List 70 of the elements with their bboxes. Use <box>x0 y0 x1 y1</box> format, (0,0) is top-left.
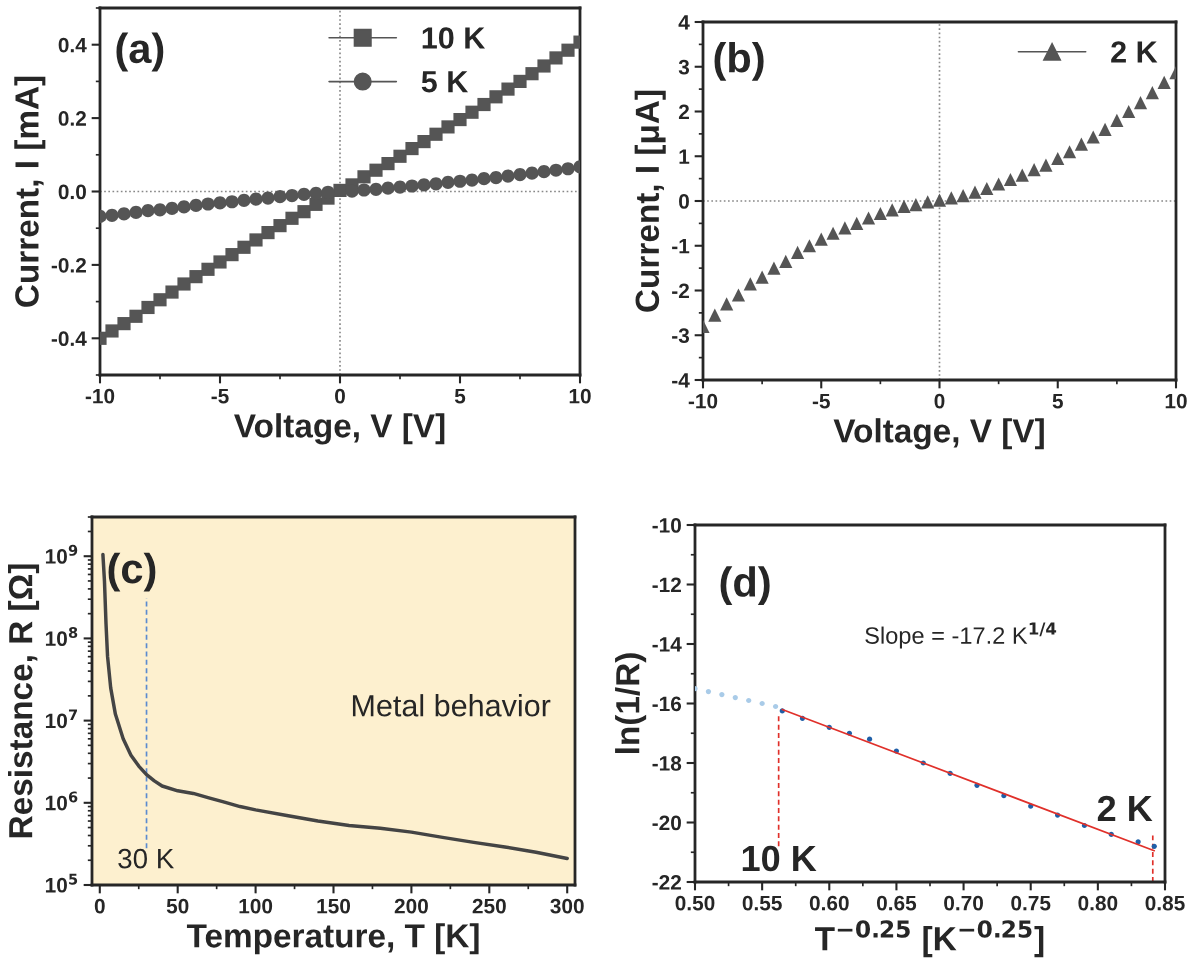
x-tick-label: 10 <box>569 388 591 404</box>
x-tick-label: 5 <box>454 388 466 404</box>
ref-line-label: 2 K <box>1097 795 1153 821</box>
y-tick-label: -10 <box>652 518 681 533</box>
y-tick-label: 10$^{5}$ <box>45 873 78 893</box>
y-tick-label: -14 <box>652 637 682 652</box>
y-tick-label: -18 <box>652 756 682 771</box>
y-axis-title: Resistance, R [Ω] <box>8 564 40 838</box>
x-tick-label: 0 <box>934 393 945 409</box>
x-tick-label: -10 <box>85 388 115 404</box>
x-tick-label: 0.85 <box>1145 895 1185 911</box>
y-tick-label: 2 <box>678 104 689 120</box>
y-axis-title: ln(1/R) <box>615 653 647 754</box>
x-axis-title: Voltage, V [V] <box>234 413 445 445</box>
x-tick-label: 250 <box>472 898 506 914</box>
x-tick-label: 200 <box>394 898 428 914</box>
y-tick-label: 3 <box>678 59 690 75</box>
legend-label: 5 K <box>421 71 469 93</box>
x-tick-label: 0.70 <box>944 895 983 911</box>
annotation: (a) <box>116 32 164 72</box>
y-tick-label: 4 <box>678 15 690 30</box>
x-tick-label: -5 <box>211 388 229 404</box>
x-tick-label: 0.80 <box>1078 895 1118 911</box>
annotation: Slope = -17.2 K$^{1/4}$ <box>865 622 1057 649</box>
y-tick-label: 10$^{7}$ <box>45 709 77 729</box>
y-tick-label: 0.0 <box>58 184 86 200</box>
y-tick-label: -0.2 <box>51 257 86 273</box>
x-tick-label: 0.50 <box>675 895 715 911</box>
x-tick-label: 10 <box>1165 393 1187 409</box>
y-tick-label: 1 <box>679 149 690 164</box>
y-tick-label: -20 <box>652 815 681 831</box>
x-tick-label: 150 <box>317 898 351 914</box>
x-tick-label: 0 <box>94 898 105 914</box>
y-tick-label: 0.4 <box>58 37 87 53</box>
y-axis-title: Current, I [μA] <box>634 90 666 312</box>
x-axis-title: Temperature, T [K] <box>186 923 479 955</box>
y-tick-label: -3 <box>672 328 690 344</box>
annotation: (c) <box>108 552 156 592</box>
x-tick-label: 0.60 <box>809 895 849 911</box>
x-tick-label: 100 <box>239 898 273 914</box>
y-tick-label: 0 <box>679 194 689 209</box>
y-tick-label: -0.4 <box>51 331 87 347</box>
x-tick-label: -5 <box>812 393 830 409</box>
x-tick-label: 0 <box>335 388 345 404</box>
x-tick-label: 300 <box>550 898 584 914</box>
x-axis-title: T$^{−0.25}$ [K$^{−0.25}$] <box>815 920 1044 958</box>
x-tick-label: 0.75 <box>1011 895 1051 911</box>
x-tick-label: 0.55 <box>742 895 782 911</box>
y-tick-label: 10$^{6}$ <box>45 791 78 811</box>
legend-label: 10 K <box>422 27 486 49</box>
annotation: (d) <box>720 566 770 606</box>
y-tick-label: -2 <box>672 283 689 299</box>
x-tick-label: 5 <box>1052 393 1063 409</box>
y-tick-label: 10$^{8}$ <box>45 627 78 647</box>
y-tick-label: 0.2 <box>58 111 86 126</box>
x-axis-title: Voltage, V [V] <box>833 418 1044 450</box>
y-tick-label: -16 <box>652 696 682 712</box>
annotation: Metal behavior <box>352 694 551 717</box>
y-tick-label: -22 <box>652 875 681 890</box>
y-tick-label: -4 <box>672 373 690 388</box>
y-axis-title: Current, I [mA] <box>14 76 46 307</box>
x-tick-label: 0.65 <box>876 895 917 911</box>
y-tick-label: -12 <box>652 577 681 593</box>
y-tick-label: -1 <box>672 238 690 254</box>
ref-line-label: 10 K <box>742 845 817 872</box>
y-tick-label: 10$^{9}$ <box>45 544 78 564</box>
legend-label: 2 K <box>1111 41 1158 63</box>
ref-line-label: 30 K <box>118 848 175 869</box>
annotation: (b) <box>714 41 764 81</box>
x-tick-label: 50 <box>166 898 189 914</box>
